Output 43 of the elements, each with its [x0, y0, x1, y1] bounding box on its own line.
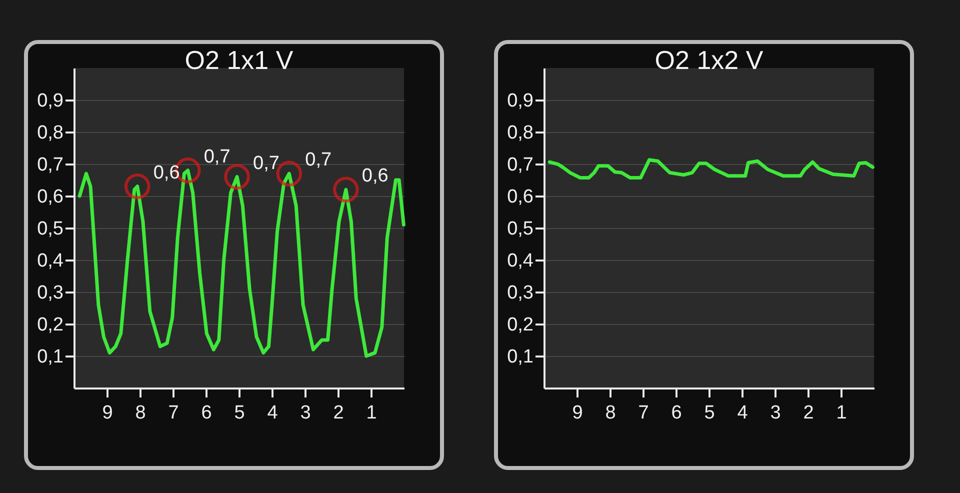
y-tick-label: 0,6	[37, 186, 64, 208]
y-tick-label: 0,7	[37, 154, 64, 176]
x-tick-label: 8	[135, 402, 146, 424]
x-tick-label: 4	[737, 402, 748, 424]
x-tick-label: 2	[333, 402, 344, 424]
x-tick-label: 1	[836, 402, 847, 424]
y-tick-label: 0,7	[507, 154, 534, 176]
y-tick-label: 0,8	[37, 122, 64, 144]
x-tick-label: 1	[366, 402, 377, 424]
y-tick-label: 0,5	[37, 218, 64, 240]
y-tick-label: 0,3	[507, 282, 534, 304]
x-tick-label: 7	[168, 402, 179, 424]
x-tick-label: 6	[201, 402, 212, 424]
annotation: 0,7	[305, 150, 332, 171]
annotation: 0,7	[204, 146, 230, 168]
y-tick-label: 0,5	[507, 218, 534, 240]
line-series	[548, 158, 874, 180]
y-tick-label: 0,6	[507, 186, 534, 208]
y-tick-label: 0,1	[507, 346, 534, 368]
y-tick-label: 0,8	[507, 122, 534, 144]
x-tick-label: 4	[267, 402, 278, 424]
y-tick-label: 0,9	[37, 90, 64, 112]
x-tick-label: 9	[572, 402, 583, 424]
x-tick-label: 3	[770, 402, 781, 424]
x-tick-label: 3	[300, 402, 311, 424]
x-tick-label: 8	[605, 402, 616, 424]
annotation: 0,6	[362, 166, 388, 187]
x-tick-label: 6	[671, 402, 682, 424]
x-tick-label: 7	[638, 402, 649, 424]
y-tick-label: 0,4	[37, 250, 64, 272]
x-tick-label: 2	[803, 402, 814, 424]
y-tick-label: 0,3	[37, 282, 64, 304]
y-tick-label: 0,4	[507, 250, 534, 272]
y-tick-label: 0,2	[507, 314, 534, 336]
annotation: 0,7	[253, 152, 280, 174]
y-tick-label: 0,2	[37, 314, 64, 336]
y-tick-label: 0,9	[507, 90, 534, 112]
x-tick-label: 9	[102, 402, 113, 424]
x-tick-label: 5	[704, 402, 715, 424]
x-tick-label: 5	[234, 402, 245, 424]
y-tick-label: 0,1	[37, 346, 64, 368]
chart-title: O2 1x1 V	[184, 45, 294, 75]
chart-title: O2 1x2 V	[654, 45, 764, 75]
